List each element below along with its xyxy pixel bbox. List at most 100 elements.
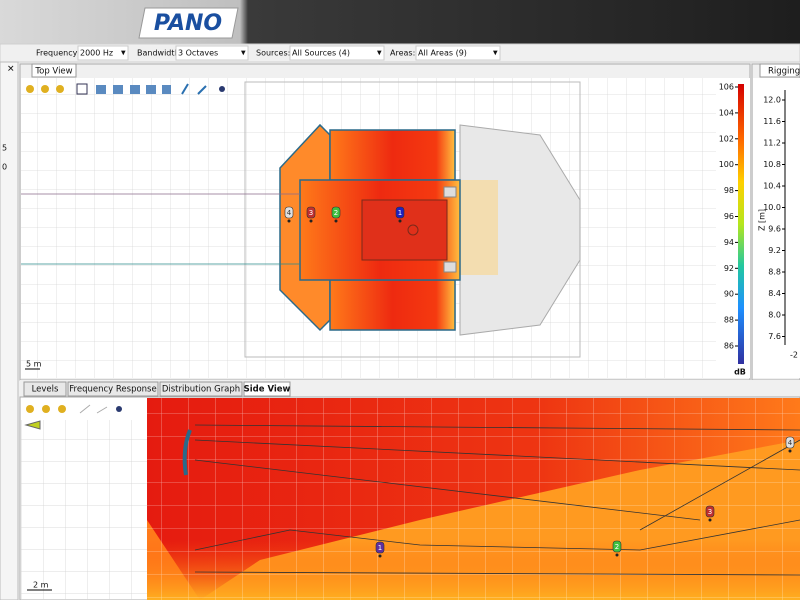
tab[interactable] (243, 381, 291, 397)
rigging-x-label: -2 (790, 351, 798, 360)
scale-label: 5 m (26, 360, 42, 369)
floor-plan (21, 81, 581, 358)
colorbar-tick-label: 96 (724, 212, 734, 221)
dropdown-value[interactable]: All Sources (4) (292, 49, 350, 58)
rigging-canvas (753, 78, 800, 378)
source-dot (334, 219, 338, 223)
colorbar-tick-label: 106 (719, 83, 734, 92)
source-dot (378, 554, 382, 558)
toolbar-items: Frequency: 2000 Hz ▼ Bandwidth:3 Octaves ▼ So… (36, 45, 501, 61)
left-value: 0 (2, 163, 7, 172)
source-dot (287, 219, 291, 223)
logo-box (138, 7, 239, 39)
source-label: 1 (378, 544, 382, 552)
header-bar (0, 0, 800, 44)
dropdown-arrow[interactable]: ▼ (493, 50, 498, 57)
colorbar-tick-label: 94 (724, 238, 734, 247)
source-dot (788, 449, 792, 453)
rigging-tick-label: 10.0 (763, 203, 781, 212)
tab[interactable] (31, 63, 77, 78)
rigging-tick-label: 7.6 (768, 332, 781, 341)
dropdown-label: Sources: (256, 49, 290, 58)
rigging-tick-label: 8.4 (768, 289, 781, 298)
dropdown-arrow[interactable]: ▼ (377, 50, 382, 57)
source-marker (331, 206, 341, 219)
source-dot (309, 219, 313, 223)
tab-label[interactable]: Top View (34, 67, 72, 77)
dropdown-value[interactable]: 2000 Hz (80, 49, 113, 58)
dropdown-label: Bandwidth: (137, 49, 182, 58)
dropdown-value[interactable]: 3 Octaves (178, 49, 218, 58)
colorbar-tick-label: 98 (724, 186, 734, 195)
colorbar-ticks: 106 104 102 100 98 96 94 92 90 88 86 (719, 83, 738, 351)
tab-label[interactable]: Frequency Response (69, 385, 156, 395)
dropdown[interactable] (175, 45, 249, 61)
source-label: 3 (309, 209, 313, 217)
rigging-tick-label: 10.8 (763, 160, 781, 169)
rigging-tick-label: 11.2 (763, 139, 781, 148)
scale-label: 2 m (33, 581, 49, 590)
source-label: 3 (708, 508, 712, 516)
source-label: 2 (334, 209, 338, 217)
colorbar-unit: dB (734, 368, 746, 377)
tab[interactable] (159, 381, 243, 397)
dropdown[interactable] (289, 45, 385, 61)
source-marker (375, 541, 385, 554)
source-label: 4 (287, 209, 292, 217)
sources: 1 2 3 4 (375, 436, 795, 558)
source-marker (395, 206, 405, 219)
colorbar-tick-label: 86 (724, 342, 734, 351)
tab-label[interactable]: Levels (32, 385, 59, 395)
dropdown-value[interactable]: All Areas (9) (418, 49, 467, 58)
side-geometry (182, 424, 800, 576)
tab[interactable] (759, 63, 800, 78)
rigging-tick-label: 12.0 (763, 96, 781, 105)
colorbar-tick-label: 104 (719, 108, 734, 117)
dropdown-arrow[interactable]: ▼ (121, 50, 126, 57)
source-marker (785, 436, 795, 449)
colorbar-tick-label: 92 (724, 264, 734, 273)
sources: 1 2 3 4 (284, 206, 405, 223)
dropdown-label: Areas: (390, 49, 415, 58)
rigging-tick-label: 9.2 (768, 246, 781, 255)
rigging-tick-label: 8.0 (768, 311, 781, 320)
tab-label[interactable]: Rigging (768, 67, 800, 77)
tab[interactable] (67, 381, 159, 397)
source-marker (612, 540, 622, 553)
rigging-axis-label: Z [m] (758, 209, 767, 231)
dropdown-label: Frequency: (36, 49, 79, 58)
side-toolbar-icons (24, 404, 122, 430)
colorbar-tick-label: 90 (724, 290, 734, 299)
rigging-tick-label: 11.6 (763, 117, 781, 126)
source-dot (615, 553, 619, 557)
source-label: 2 (615, 543, 619, 551)
dropdown[interactable] (415, 45, 501, 61)
left-panel (0, 61, 19, 600)
dropdown-arrow[interactable]: ▼ (241, 50, 246, 57)
source-label: 1 (398, 209, 402, 217)
source-marker (284, 206, 294, 219)
colorbar-tick-label: 100 (719, 160, 734, 169)
rigging-ticks: 12.0 11.6 11.2 10.8 10.4 10.0 9.6 9.2 8.8 8.4 8.0 7… (763, 96, 785, 341)
source-label: 4 (788, 439, 793, 447)
grid (147, 398, 800, 600)
source-marker (705, 505, 715, 518)
source-dot (398, 219, 402, 223)
toolbar-icons (26, 83, 225, 95)
colorbar-panel (716, 78, 750, 378)
rigging-tick-label: 9.6 (768, 225, 781, 234)
tab[interactable] (23, 381, 67, 397)
dropdown[interactable] (77, 45, 129, 61)
colorbar-tick-label: 88 (724, 316, 734, 325)
tab-label[interactable]: Distribution Graph (162, 385, 240, 395)
tab-label[interactable]: Side View (244, 385, 291, 395)
source-dot (708, 518, 712, 522)
left-value: 5 (2, 144, 7, 153)
colorbar (738, 84, 744, 364)
logo: PANO (154, 11, 222, 36)
close-icon[interactable]: ✕ (7, 65, 15, 75)
colorbar-tick-label: 102 (719, 134, 734, 143)
source-marker (306, 206, 316, 219)
grid (21, 420, 147, 600)
